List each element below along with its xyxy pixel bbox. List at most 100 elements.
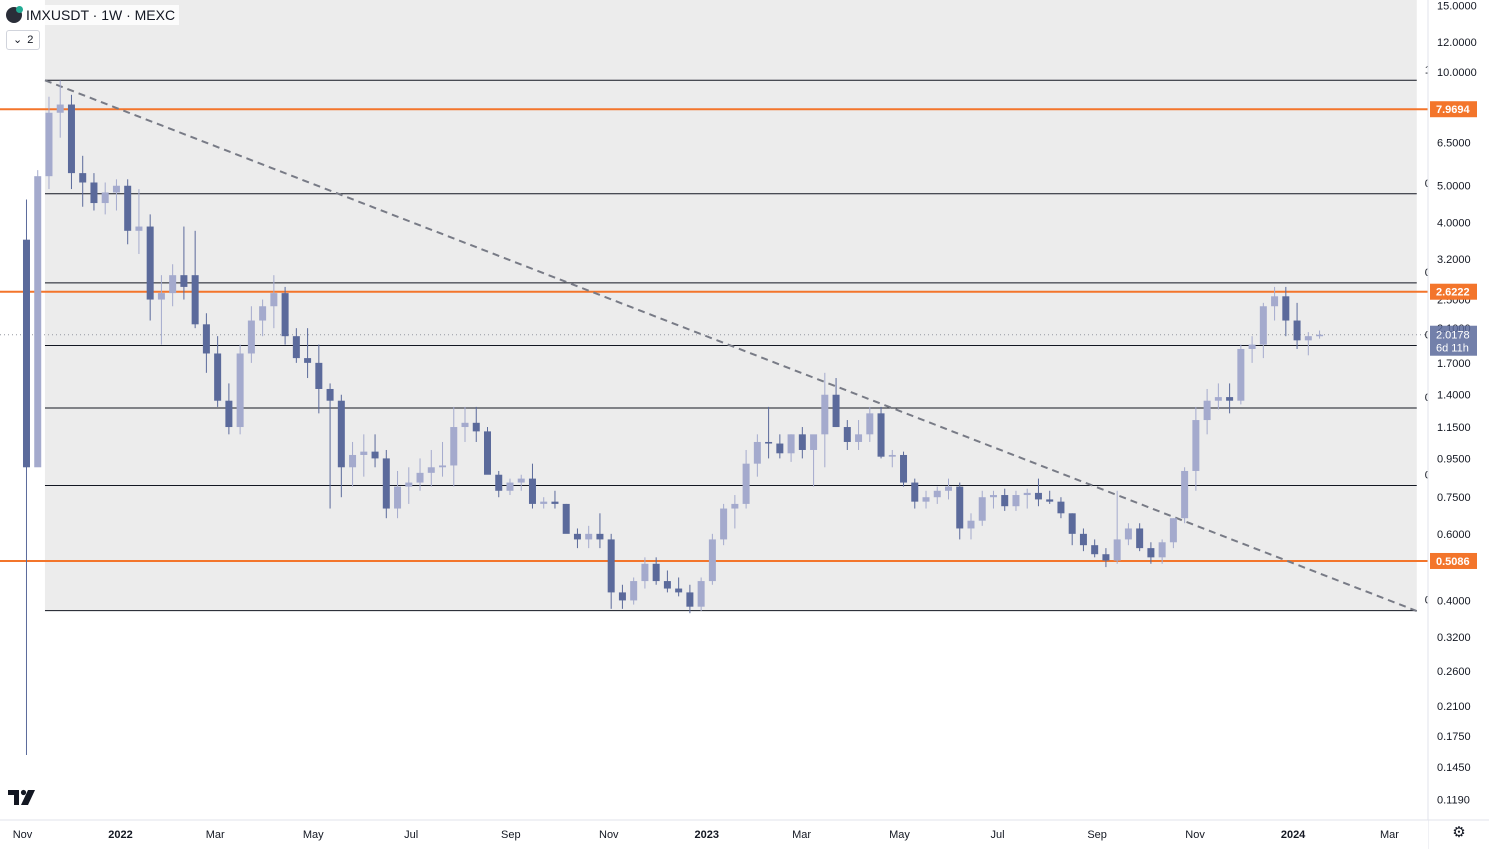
candle-body — [1023, 492, 1031, 496]
candle-body — [1248, 344, 1256, 349]
candle-body — [1158, 542, 1166, 558]
price-tick-label: 0.1450 — [1437, 762, 1471, 774]
price-tick-label: 0.1750 — [1437, 731, 1471, 743]
time-tick-label: Sep — [501, 829, 521, 841]
time-tick-label: Mar — [1380, 829, 1399, 841]
trendline — [44, 79, 1418, 612]
candle-body — [641, 563, 649, 582]
candle-body — [607, 539, 615, 593]
time-axis-bg — [0, 820, 1428, 849]
time-tick-label: Sep — [1087, 829, 1107, 841]
candle-body — [450, 427, 458, 466]
candle-body — [495, 474, 503, 491]
time-tick-label: Jul — [404, 829, 418, 841]
candle-body — [1057, 501, 1065, 514]
candle-body — [349, 454, 357, 468]
price-tick-label: 12.0000 — [1437, 37, 1477, 49]
price-tick-label: 3.2000 — [1437, 254, 1471, 266]
level-badge — [1430, 552, 1477, 569]
candle-body — [472, 422, 480, 432]
price-tick-label: 10.0000 — [1437, 67, 1477, 79]
candle-body — [810, 434, 818, 450]
candle-body — [1068, 513, 1076, 534]
candle-body — [1001, 495, 1009, 507]
candle-body — [697, 581, 705, 607]
candle-body — [202, 324, 210, 354]
time-tick-label: May — [889, 829, 910, 841]
candle-body — [169, 275, 177, 294]
candle-body — [528, 478, 536, 504]
price-tick-label: 0.3200 — [1437, 632, 1471, 644]
time-tick-label: Nov — [13, 829, 33, 841]
indicators-toggle-button[interactable]: ⌄ 2 — [6, 30, 41, 50]
candle-body — [1046, 499, 1054, 502]
candle-body — [90, 182, 98, 204]
candle-body — [843, 427, 851, 442]
candle-body — [1304, 336, 1312, 341]
price-tick-label: 0.9500 — [1437, 453, 1471, 465]
gear-icon[interactable]: ⚙ — [1452, 824, 1466, 841]
candle-body — [933, 490, 941, 498]
candle-body — [1192, 420, 1200, 471]
candle-body — [753, 441, 761, 464]
candle-body — [405, 482, 413, 487]
candle-body — [67, 104, 75, 174]
candle-body — [663, 581, 671, 589]
candle-body — [124, 185, 132, 231]
candle-body — [1181, 470, 1189, 519]
candle-body — [551, 501, 559, 504]
candle-body — [1271, 296, 1279, 307]
last-price-badge — [1430, 325, 1477, 356]
candle-body — [22, 239, 30, 468]
time-tick-label: 2023 — [695, 829, 719, 841]
candle-body — [517, 478, 525, 483]
price-tick-label: 15.0000 — [1437, 0, 1477, 12]
candle-body — [34, 176, 42, 468]
candle-body — [101, 192, 109, 204]
candle-body — [708, 539, 716, 582]
candle-body — [1091, 545, 1099, 555]
price-tick-label: 0.1190 — [1437, 794, 1470, 806]
candle-body — [1034, 492, 1042, 500]
candle-body — [315, 362, 323, 389]
candle-body — [191, 275, 199, 325]
candle-body — [304, 358, 312, 363]
price-axis-bg — [1428, 0, 1489, 849]
fib-zone — [44, 0, 1417, 611]
time-tick-label: 2022 — [108, 829, 132, 841]
candle-body — [900, 454, 908, 483]
candle-body — [1293, 320, 1301, 341]
time-tick-label: 2024 — [1281, 829, 1306, 841]
candle-body — [337, 400, 345, 468]
candle-body — [945, 486, 953, 491]
candle-body — [292, 336, 300, 359]
level-badge — [1430, 101, 1477, 118]
price-tick-label: 1.4000 — [1437, 390, 1471, 402]
candle-body — [1203, 400, 1211, 421]
candle-body — [135, 226, 143, 231]
candle-body — [1226, 397, 1234, 401]
price-tick-label: 0.2600 — [1437, 666, 1471, 678]
price-tick-label: 0.7500 — [1437, 492, 1471, 504]
candle-body — [978, 497, 986, 521]
candle-body — [360, 451, 368, 455]
candle-body — [675, 588, 683, 593]
candle-body — [1259, 306, 1267, 345]
level-badge-label: 7.9694 — [1436, 104, 1471, 116]
candle-body — [989, 495, 997, 498]
candle-body — [506, 482, 514, 491]
symbol-header[interactable]: IMXUSDT · 1W · MEXC — [4, 5, 180, 25]
candle-body — [573, 533, 581, 540]
tradingview-logo-icon — [8, 789, 35, 805]
candle-body — [236, 353, 244, 428]
candle-body — [1282, 296, 1290, 321]
candle-body — [247, 320, 255, 354]
candle-body — [742, 463, 750, 504]
candle-body — [821, 394, 829, 435]
candle-body — [596, 533, 604, 540]
candle-body — [112, 185, 120, 193]
candle-body — [157, 293, 165, 300]
price-tick-label: 0.4000 — [1437, 595, 1471, 607]
